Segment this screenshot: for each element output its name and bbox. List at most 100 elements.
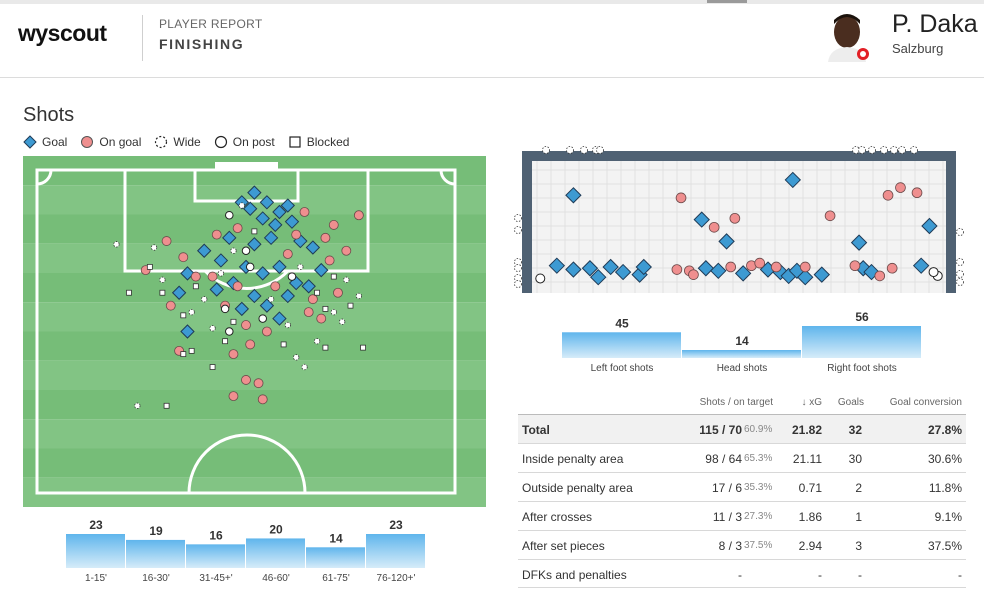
placement-marker-goal	[710, 262, 727, 280]
period-bar-label: 31-45+'	[199, 573, 232, 584]
shot-marker-blocked	[146, 264, 153, 270]
wide-shot-marker	[956, 278, 964, 286]
legend-on-post-label: On post	[232, 135, 275, 149]
placement-marker-on-goal	[675, 192, 687, 204]
shot-marker-on-goal	[341, 245, 352, 256]
shot-marker-wide	[267, 296, 275, 303]
shot-marker-on-goal	[328, 220, 339, 230]
shot-marker-on-post	[258, 314, 267, 323]
wide-shot-marker	[514, 226, 522, 234]
stats-row[interactable]: After crosses 11 / 3 27.3% 1.86 1 9.1%	[518, 501, 966, 530]
shot-marker-blocked	[322, 305, 329, 312]
placement-marker-on-goal	[688, 269, 699, 280]
placement-marker-goal	[565, 187, 582, 204]
shot-marker-on-goal	[307, 294, 318, 305]
legend-wide-label: Wide	[173, 135, 201, 149]
col-xg-header[interactable]: ↓ xG	[801, 397, 822, 408]
shot-marker-on-goal	[316, 313, 327, 324]
wide-shot-marker	[880, 146, 888, 154]
stats-on-target-pct: 27.3%	[744, 511, 773, 522]
shot-marker-on-goal	[282, 249, 293, 259]
shot-marker-goal	[255, 211, 270, 226]
player-team[interactable]: Salzburg	[892, 41, 944, 56]
stats-row[interactable]: After set pieces 8 / 3 37.5% 2.94 3 37.5%	[518, 530, 966, 559]
body-part-bar-value: 14	[735, 334, 749, 348]
top-indicator	[707, 0, 747, 3]
legend-goal-label: Goal	[42, 135, 68, 149]
shot-marker-blocked	[280, 341, 287, 348]
shot-marker-wide	[313, 338, 321, 345]
shot-marker-goal	[234, 195, 250, 210]
stats-shots-on-target: 8 / 3	[718, 539, 742, 553]
shot-marker-on-post	[287, 272, 297, 281]
legend-on-post: On post	[214, 135, 275, 149]
stats-row[interactable]: Inside penalty area 98 / 64 65.3% 21.11 30 30…	[518, 443, 966, 472]
period-bar	[186, 544, 245, 568]
legend-blocked: Blocked	[288, 135, 349, 149]
shot-marker-goal	[284, 214, 300, 229]
shot-marker-goal	[196, 243, 212, 258]
shot-marker-wide	[297, 263, 304, 271]
placement-marker-goal	[718, 233, 735, 250]
shot-marker-wide	[284, 321, 291, 329]
corner-arc-left	[36, 169, 53, 186]
shot-map-pitch	[23, 156, 486, 507]
shot-marker-goal	[272, 204, 287, 220]
period-bar-label: 76-120+'	[377, 573, 416, 584]
stats-shots-on-target: 98 / 64	[705, 452, 742, 466]
shot-marker-goal	[247, 237, 262, 252]
stats-goal-conversion: 9.1%	[934, 510, 962, 524]
stats-goal-conversion: -	[958, 568, 962, 582]
wyscout-logo[interactable]: wyscout	[18, 20, 107, 46]
shot-marker-wide	[159, 276, 166, 283]
shot-marker-on-goal	[245, 339, 256, 350]
wide-shot-marker	[514, 280, 522, 288]
shot-marker-wide	[238, 202, 245, 209]
stats-row[interactable]: DFKs and penalties - - - -	[518, 559, 966, 588]
stats-goals: 30	[848, 452, 862, 466]
shot-marker-goal	[259, 195, 275, 210]
shot-marker-blocked	[180, 312, 187, 319]
shot-marker-on-goal	[320, 232, 331, 243]
placement-marker-on-post	[535, 273, 546, 284]
legend-wide: Wide	[154, 135, 201, 149]
wide-shot-marker	[596, 146, 604, 154]
stats-shots-on-target: 17 / 6	[711, 481, 742, 495]
shot-marker-goal	[247, 185, 262, 200]
on-post-circle-icon	[214, 135, 227, 149]
stats-row[interactable]: Total 115 / 70 60.9% 21.82 32 27.8%	[518, 414, 966, 443]
period-bar	[366, 534, 425, 568]
goal-diamond-icon	[23, 135, 37, 149]
legend-goal: Goal	[23, 135, 67, 149]
period-bar-label: 46-60'	[262, 573, 290, 584]
shot-marker-wide	[293, 354, 300, 361]
player-avatar	[826, 10, 882, 62]
stats-row[interactable]: Outside penalty area 17 / 6 35.3% 0.71 2 11.8…	[518, 472, 966, 501]
shot-marker-wide	[301, 363, 308, 371]
shot-marker-blocked	[230, 318, 237, 325]
stats-goals: 1	[855, 510, 862, 524]
corner-arc-right	[439, 169, 456, 186]
shot-marker-on-goal	[261, 326, 272, 337]
stats-goals: -	[858, 568, 862, 582]
col-conversion-header[interactable]: Goal conversion	[889, 397, 962, 408]
col-goals-header[interactable]: Goals	[837, 397, 864, 408]
center-circle	[187, 433, 307, 494]
shot-marker-on-goal	[253, 378, 264, 389]
shot-marker-on-goal	[165, 300, 176, 311]
stats-shots-on-target: 115 / 70	[699, 423, 742, 437]
stats-row-label: DFKs and penalties	[522, 568, 627, 582]
shot-marker-on-goal	[228, 391, 239, 402]
col-shots-header[interactable]: Shots / on target	[699, 397, 773, 408]
stats-on-target-pct: 65.3%	[744, 453, 773, 464]
stats-row-label: Total	[522, 423, 550, 437]
stats-on-target-pct: 35.3%	[744, 482, 773, 493]
placement-marker-on-goal	[708, 221, 720, 233]
shot-marker-on-goal	[207, 271, 218, 282]
period-bar-label: 61-75'	[322, 573, 350, 584]
placement-marker-goal	[813, 266, 831, 283]
shot-marker-wide	[330, 308, 337, 316]
shot-marker-blocked	[126, 289, 132, 296]
shots-section-title: Shots	[23, 104, 75, 126]
stats-shots-on-target: 11 / 3	[712, 510, 742, 524]
